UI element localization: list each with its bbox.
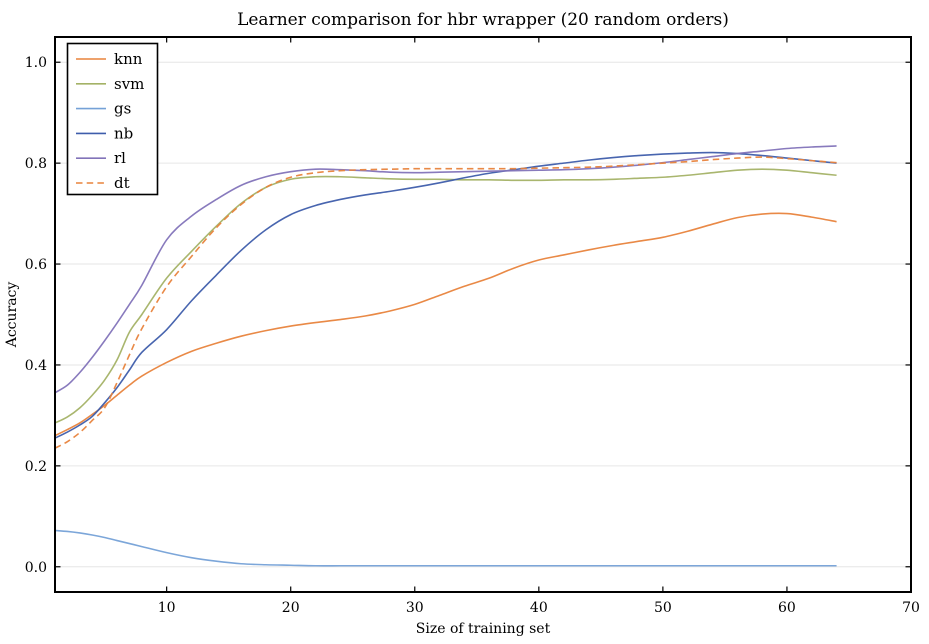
x-tick-label-60: 60 <box>778 600 796 616</box>
legend: knn svm gs nb rl dt <box>66 42 159 196</box>
chart-title: Learner comparison for hbr wrapper (20 r… <box>237 10 729 30</box>
series-line-dt <box>54 156 837 449</box>
x-axis-label: Size of training set <box>416 621 551 637</box>
grid-layer <box>55 61 911 568</box>
tick-label-layer: 10 20 30 40 50 60 70 0.0 0.2 0.4 0.6 0.8 1.0 <box>25 55 920 616</box>
series-line-knn <box>54 212 837 437</box>
x-tick-label-50: 50 <box>654 600 672 616</box>
x-tick-label-20: 20 <box>282 600 300 616</box>
legend-item-knn: knn <box>76 50 143 68</box>
x-tick-label-10: 10 <box>158 600 176 616</box>
legend-item-gs: gs <box>76 100 131 118</box>
tick-layer <box>55 37 912 592</box>
y-tick-label-0.6: 0.6 <box>25 257 47 273</box>
x-tick-label-40: 40 <box>530 600 548 616</box>
series-line-rl <box>54 145 837 394</box>
legend-label-knn: knn <box>114 50 143 68</box>
y-tick-label-0.0: 0.0 <box>25 560 47 576</box>
legend-label-dt: dt <box>114 174 130 192</box>
x-tick-label-30: 30 <box>406 600 424 616</box>
series-line-svm <box>54 168 837 424</box>
x-tick-label-70: 70 <box>902 600 920 616</box>
y-axis-label: Accuracy <box>4 282 20 349</box>
plot-frame <box>54 36 912 593</box>
legend-label-gs: gs <box>114 100 131 118</box>
series-layer <box>54 145 837 567</box>
legend-item-svm: svm <box>76 75 144 93</box>
frame-layer <box>54 36 912 593</box>
legend-label-rl: rl <box>114 149 126 167</box>
legend-box <box>66 42 159 196</box>
series-line-gs <box>54 529 837 567</box>
legend-label-svm: svm <box>114 75 144 93</box>
legend-item-nb: nb <box>76 124 133 142</box>
legend-item-rl: rl <box>76 149 126 167</box>
y-tick-label-0.4: 0.4 <box>25 358 47 374</box>
y-tick-label-1.0: 1.0 <box>25 55 47 71</box>
legend-label-nb: nb <box>114 124 133 142</box>
series-line-nb <box>54 151 837 439</box>
y-tick-label-0.2: 0.2 <box>25 459 47 475</box>
legend-item-dt: dt <box>76 174 130 192</box>
y-tick-label-0.8: 0.8 <box>25 156 47 172</box>
